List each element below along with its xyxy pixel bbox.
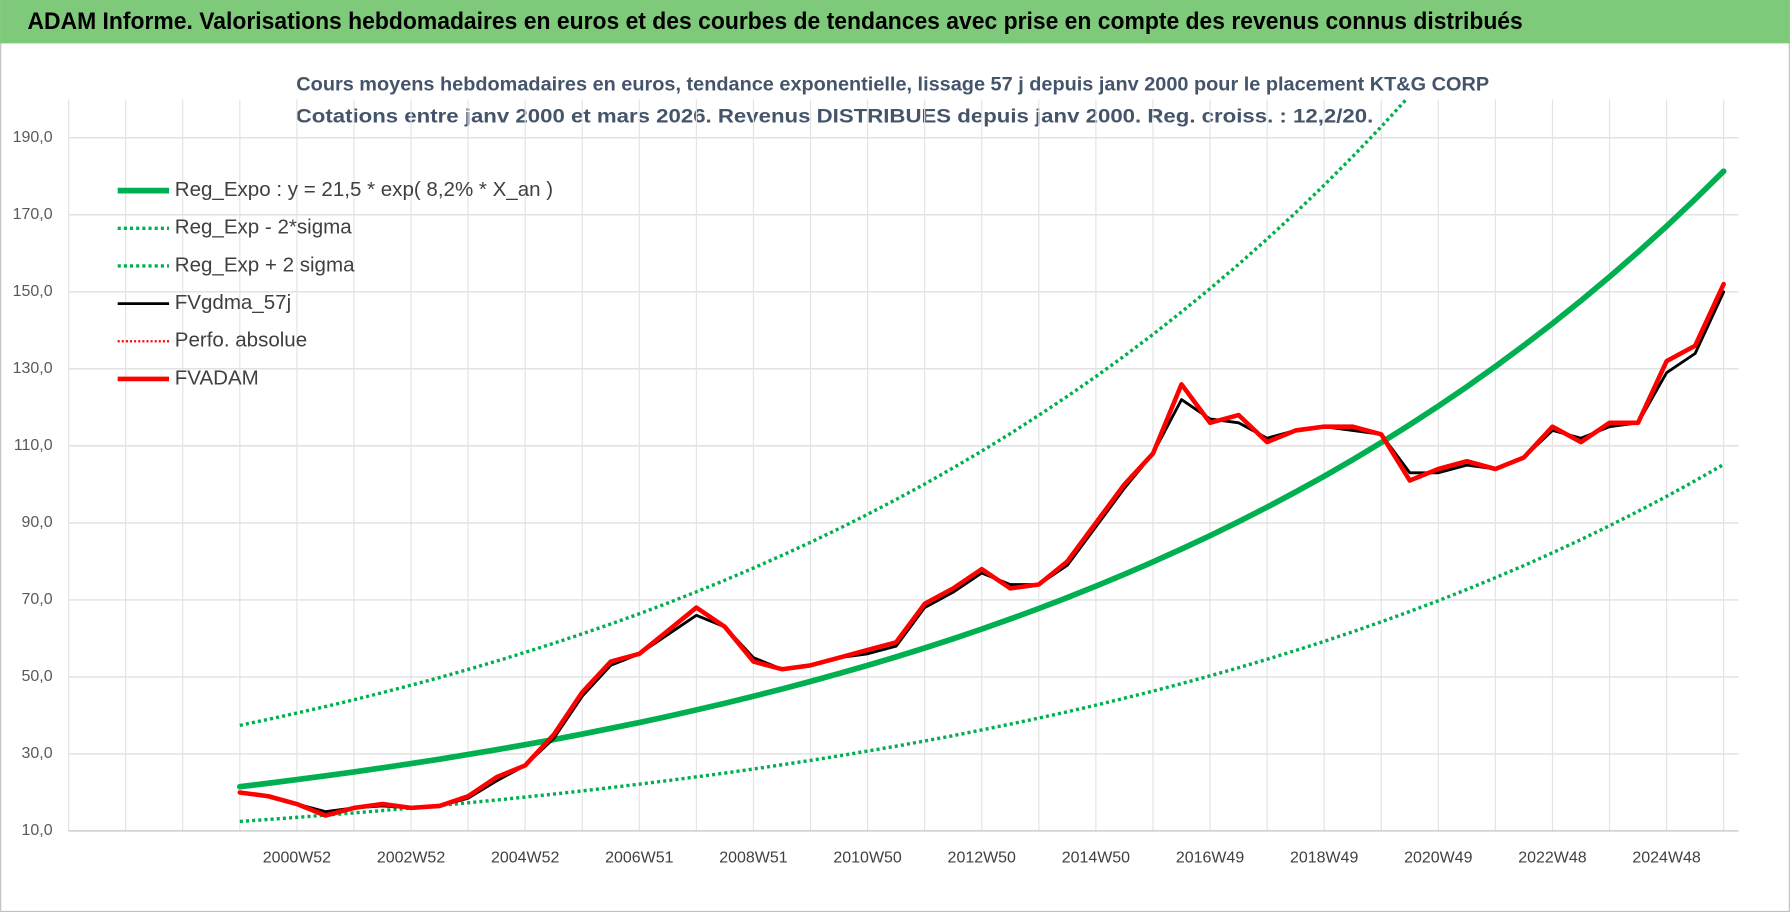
y-tick-label: 110,0 (14, 437, 53, 454)
y-tick-label: 130,0 (13, 360, 53, 377)
y-tick-label: 90,0 (22, 514, 53, 531)
series-line (237, 281, 1726, 818)
x-tick-label: 2022W48 (1518, 850, 1586, 867)
legend: Reg_Expo : y = 21,5 * exp( 8,2% * X_an )… (117, 178, 553, 389)
legend-label: Reg_Expo : y = 21,5 * exp( 8,2% * X_an ) (175, 178, 553, 201)
series-line (239, 462, 1725, 824)
chart-subtitle: Cotations entre janv 2000 et mars 2026. … (296, 106, 1374, 128)
x-tick-label: 2014W50 (1062, 850, 1130, 867)
legend-label: Reg_Exp - 2*sigma (175, 216, 352, 239)
x-tick-label: 2010W50 (833, 850, 901, 867)
y-tick-label: 150,0 (13, 283, 53, 300)
y-tick-label: 170,0 (13, 206, 53, 223)
header-bar (0, 0, 1790, 44)
chart-title: Cours moyens hebdomadaires en euros, ten… (296, 74, 1489, 96)
y-tick-label: 10,0 (22, 822, 53, 839)
plot (236, 99, 1727, 824)
legend-label: Reg_Exp + 2 sigma (175, 253, 355, 276)
x-tick-label: 2018W49 (1290, 850, 1358, 867)
header-title: ADAM Informe. Valorisations hebdomadaire… (28, 8, 1523, 35)
x-tick-label: 2020W49 (1404, 850, 1472, 867)
y-tick-label: 70,0 (22, 591, 53, 608)
y-tick-label: 50,0 (22, 668, 53, 685)
x-tick-label: 2024W48 (1632, 850, 1700, 867)
axes: 10,0 30,0 50,0 70,0 90,0 110,0 130,0 150,0 170,0… (13, 129, 1739, 867)
y-tick-label: 190,0 (13, 129, 53, 146)
grid (68, 99, 1739, 832)
legend-label: FVgdma_57j (175, 291, 291, 314)
legend-label: FVADAM (175, 366, 259, 389)
legend-label: Perfo. absolue (175, 329, 307, 352)
x-tick-label: 2006W51 (605, 850, 673, 867)
series-line (239, 99, 1409, 728)
x-tick-label: 2012W50 (948, 850, 1016, 867)
x-tick-label: 2008W51 (719, 850, 787, 867)
series-line (238, 290, 1726, 814)
y-tick-label: 30,0 (22, 745, 53, 762)
x-tick-label: 2016W49 (1176, 850, 1244, 867)
x-tick-label: 2000W52 (263, 850, 331, 867)
x-tick-label: 2004W52 (491, 850, 559, 867)
series-line (236, 168, 1727, 790)
x-tick-label: 2002W52 (377, 850, 445, 867)
